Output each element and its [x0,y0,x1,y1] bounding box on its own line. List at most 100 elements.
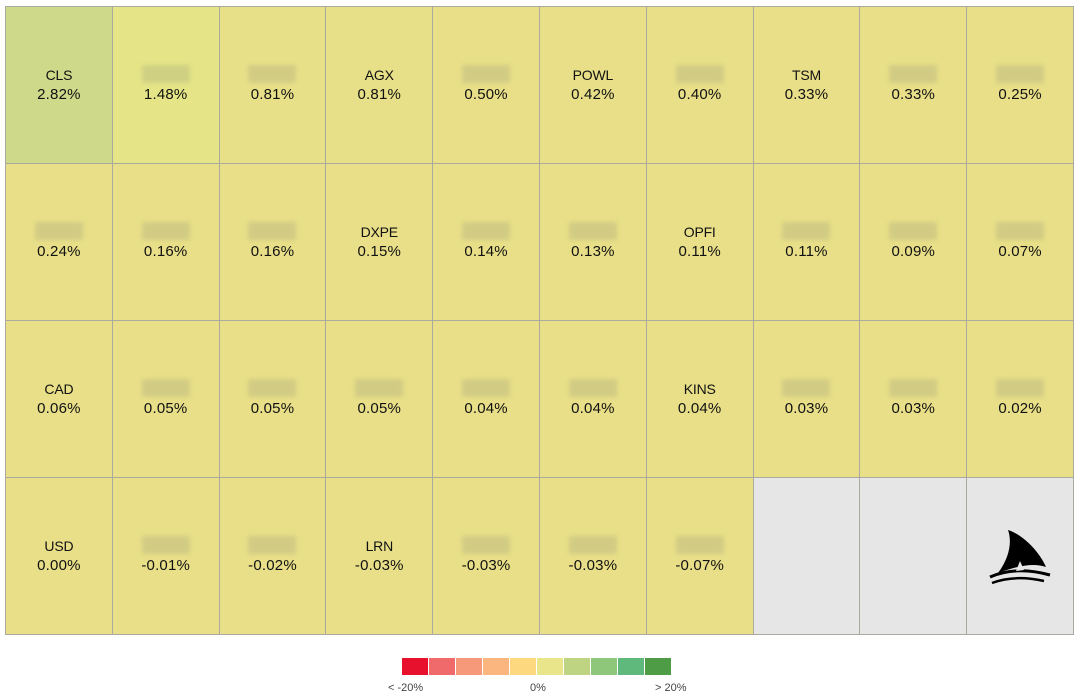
change-value: 2.82% [37,86,81,103]
legend-mid-label: 0% [530,682,546,694]
ticker-label: AGX [364,67,394,83]
ticker-label: CAD [44,381,74,397]
change-value: -0.03% [568,557,618,574]
heatmap-cell[interactable]: 0.07% [967,164,1074,321]
heatmap-cell[interactable]: -0.01% [112,478,220,635]
legend-swatch [456,658,483,675]
heatmap-cell[interactable]: 0.05% [219,321,327,478]
ticker-label: USD [44,538,74,554]
change-value: 0.07% [998,243,1042,260]
change-value: 0.11% [678,243,721,260]
heatmap-cell[interactable]: 0.09% [860,164,968,321]
change-value: 0.40% [677,86,722,103]
ticker-label [782,222,831,242]
heatmap-cell[interactable]: 0.40% [646,7,754,164]
change-value: 0.81% [250,86,295,103]
heatmap-cell[interactable]: CAD 0.06% [6,321,113,478]
heatmap-cell[interactable]: LRN -0.03% [326,478,434,635]
redacted-ticker [34,222,83,240]
heatmap-cell[interactable]: DXPE 0.15% [326,164,434,321]
redacted-ticker [462,65,511,83]
heatmap-cell[interactable]: 0.03% [860,321,968,478]
change-value: 0.33% [784,86,829,103]
heatmap-cell[interactable]: 0.02% [967,321,1074,478]
heatmap-cell[interactable]: POWL 0.42% [540,7,647,164]
ticker-label [996,222,1045,242]
redacted-ticker [675,536,724,554]
empty-cell [860,478,968,635]
heatmap-cell[interactable]: 0.24% [6,164,113,321]
heatmap-cell[interactable]: TSM 0.33% [753,7,861,164]
change-value: 0.11% [785,243,828,260]
heatmap-cell[interactable]: 0.03% [753,321,861,478]
heatmap-cell[interactable]: 0.16% [112,164,220,321]
change-value: 0.33% [891,86,936,103]
redacted-ticker [996,222,1045,240]
legend-swatch [510,658,537,675]
heatmap-cell[interactable]: 0.11% [753,164,861,321]
change-value: 0.05% [250,400,295,417]
heatmap-cell[interactable]: 0.50% [433,7,540,164]
redacted-ticker [141,222,190,240]
ticker-label [782,379,831,399]
heatmap-cell[interactable]: AGX 0.81% [326,7,434,164]
change-value: 0.03% [891,400,936,417]
legend-swatch [645,658,672,675]
heatmap-cell[interactable]: 0.33% [860,7,968,164]
ticker-label [568,536,617,556]
ticker-label [996,379,1045,399]
redacted-ticker [889,379,938,397]
heatmap-cell[interactable]: 1.48% [112,7,220,164]
redacted-ticker [889,222,938,240]
heatmap-cell[interactable]: -0.07% [646,478,754,635]
change-value: 1.48% [143,86,188,103]
change-value: 0.81% [357,86,402,103]
ticker-label [248,379,297,399]
ticker-label [141,222,190,242]
change-value: -0.07% [675,557,725,574]
heatmap-cell[interactable]: 0.14% [433,164,540,321]
ticker-label [462,536,511,556]
legend-swatch [591,658,618,675]
redacted-ticker [996,379,1045,397]
ticker-label [889,379,938,399]
legend-swatch [402,658,429,675]
redacted-ticker [248,379,297,397]
change-value: 0.42% [571,86,615,103]
ticker-label: DXPE [360,224,399,240]
heatmap-cell[interactable]: KINS 0.04% [646,321,754,478]
change-value: -0.02% [248,557,297,574]
heatmap-cell[interactable]: 0.25% [967,7,1074,164]
heatmap-cell[interactable]: -0.02% [219,478,327,635]
change-value: 0.05% [143,400,188,417]
redacted-ticker [996,65,1045,83]
legend-swatch [537,658,564,675]
ticker-label [462,222,511,242]
redacted-ticker [568,222,617,240]
heatmap-cell[interactable]: 0.04% [433,321,540,478]
empty-cell [967,478,1074,635]
empty-cell [753,478,861,635]
redacted-ticker [462,379,511,397]
change-value: 0.15% [357,243,402,260]
heatmap-cell[interactable]: 0.05% [326,321,434,478]
ticker-label: CLS [45,67,73,83]
ticker-label [675,65,724,85]
heatmap-cell[interactable]: 0.81% [219,7,327,164]
ticker-label [675,536,724,556]
heatmap-cell[interactable]: 0.13% [540,164,647,321]
heatmap-cell[interactable]: USD 0.00% [6,478,113,635]
redacted-ticker [568,536,617,554]
heatmap-cell[interactable]: -0.03% [540,478,647,635]
heatmap-cell[interactable]: 0.16% [219,164,327,321]
heatmap-cell[interactable]: OPFI 0.11% [646,164,754,321]
redacted-ticker [141,536,190,554]
change-value: 0.00% [37,557,81,574]
ticker-label: POWL [572,67,614,83]
ticker-label [889,222,938,242]
heatmap-cell[interactable]: -0.03% [433,478,540,635]
heatmap-cell[interactable]: 0.04% [540,321,647,478]
heatmap-cell[interactable]: 0.05% [112,321,220,478]
shark-fin-icon [989,530,1051,585]
heatmap-cell[interactable]: CLS 2.82% [6,7,113,164]
